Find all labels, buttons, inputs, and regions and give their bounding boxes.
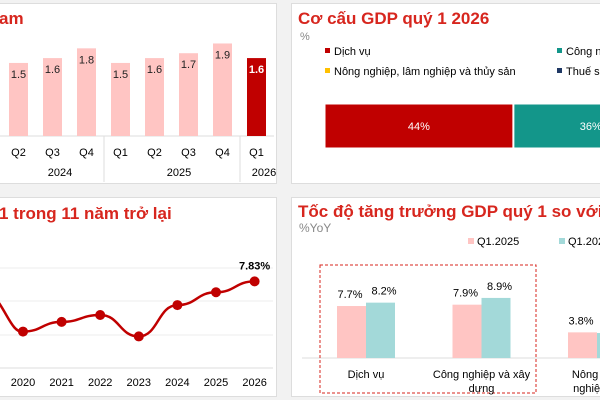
legend-label: Q1.2025 [477,236,519,248]
year-group-label: 2026 [252,167,276,179]
unit-label: %YoY [299,221,332,235]
x-tick-label: 2025 [204,377,228,389]
growth-bar-panel: Tốc độ tăng trưởng GDP quý 1 so với cù %… [291,197,600,397]
data-point [56,316,67,327]
category-label: nghiệp và [573,383,600,395]
x-tick-label: 2024 [165,377,189,389]
year-group-label: 2025 [167,167,191,179]
legend-label: Nông nghiệp, lâm nghiệp và thủy sản [334,66,516,78]
highlight-box [319,264,537,394]
structure-bar-chart: Dịch vụ Công n Nông nghiệp, lâm nghiệp và … [324,46,600,149]
bar [481,297,511,358]
x-tick-label: 2020 [11,377,35,389]
bar-value-label: 1.9 [215,49,230,61]
bar [179,53,198,136]
year-group-label: 2024 [48,167,72,179]
bar [145,58,164,136]
bar [568,332,597,358]
quarter-tick-label: Q2 [11,147,26,159]
panel-title: Tốc độ tăng trưởng GDP quý 1 so với cù [298,202,600,221]
quarter-tick-label: Q1 [113,147,128,159]
unit-label: % [300,31,310,43]
x-tick-label: 2021 [49,377,73,389]
data-point [133,331,144,342]
bar [597,333,600,358]
data-point [172,300,183,311]
legend-swatch [468,238,474,244]
bar-value-label: 1.6 [249,64,264,76]
segment-label: 36% [580,121,600,133]
bar [213,43,232,136]
bar [337,306,366,358]
gdp-structure-panel: Cơ cấu GDP quý 1 2026 % Dịch vụ Công n Nôn… [291,3,600,184]
stacked-segment [513,103,600,149]
bar-value-label: 1.6 [45,64,60,76]
quarterly-bar-panel: am 1.5 Q2 1.6 Q3 1.8 Q4 1.5 Q1 1.6 Q2 1.7 Q3 1.9 Q4 1.… [0,3,277,184]
legend-label: Thuế s [566,66,600,78]
data-point [95,309,106,320]
bar [111,62,130,137]
legend-label: Công n [566,46,600,58]
bar-value-label: 8.9% [487,281,512,293]
panel-title: am [0,9,24,28]
x-tick-label: 2026 [242,377,266,389]
annual-line-panel: 1 trong 11 năm trở lại 2020 2021 2022 2023 2… [0,197,277,397]
quarter-tick-label: Q2 [147,147,162,159]
data-point [249,276,260,287]
growth-bar-chart: Q1.2025 Q1.202 7.7% 8.2% Dịch vụ 7.9% 8.9% Công… [302,236,600,395]
series-line [0,280,255,338]
legend-label: Dịch vụ [334,46,371,58]
bar-value-label: 1.5 [11,69,26,81]
bar [43,58,62,136]
bar-value-label: 1.8 [79,54,94,66]
bar-value-label: 7.9% [453,288,478,300]
legend-swatch [557,48,562,53]
legend-label: Q1.202 [568,236,600,248]
annual-line-chart: 2020 2021 2022 2023 2024 2025 2026 7.83% [0,260,273,389]
bar-value-label: 8.2% [371,286,396,298]
bar [452,304,482,358]
category-label: Nông nghi [572,369,600,381]
data-label: 7.83% [239,260,270,272]
bar [247,58,266,136]
quarter-tick-label: Q4 [79,147,94,159]
category-label: Công nghiệp và xây [433,369,531,381]
panel-title: Cơ cấu GDP quý 1 2026 [298,9,490,28]
x-tick-label: 2023 [127,377,151,389]
bar-value-label: 3.8% [568,315,593,327]
legend-swatch [559,238,565,244]
legend-swatch [325,68,330,73]
data-point [211,287,221,298]
stacked-segment [324,103,514,149]
quarterly-bar-chart: 1.5 Q2 1.6 Q3 1.8 Q4 1.5 Q1 1.6 Q2 1.7 Q3 1.9 Q4 1.6 Q1… [0,43,276,182]
x-tick-label: 2022 [88,377,112,389]
bar [366,302,395,358]
quarter-tick-label: Q1 [249,147,264,159]
quarter-tick-label: Q3 [45,147,60,159]
data-point [18,326,28,337]
legend-swatch [325,48,330,53]
bar-value-label: 7.7% [337,289,362,301]
bar-value-label: 1.6 [147,64,162,76]
segment-label: 44% [408,121,430,133]
category-label: dựng [469,383,495,395]
bar [9,62,28,137]
quarter-tick-label: Q4 [215,147,230,159]
panel-title: 1 trong 11 năm trở lại [0,204,172,223]
quarter-tick-label: Q3 [181,147,196,159]
bar-value-label: 1.7 [181,59,196,71]
bar [77,48,96,137]
category-label: Dịch vụ [348,369,385,381]
legend-swatch [557,68,562,73]
bar-value-label: 1.5 [113,69,128,81]
